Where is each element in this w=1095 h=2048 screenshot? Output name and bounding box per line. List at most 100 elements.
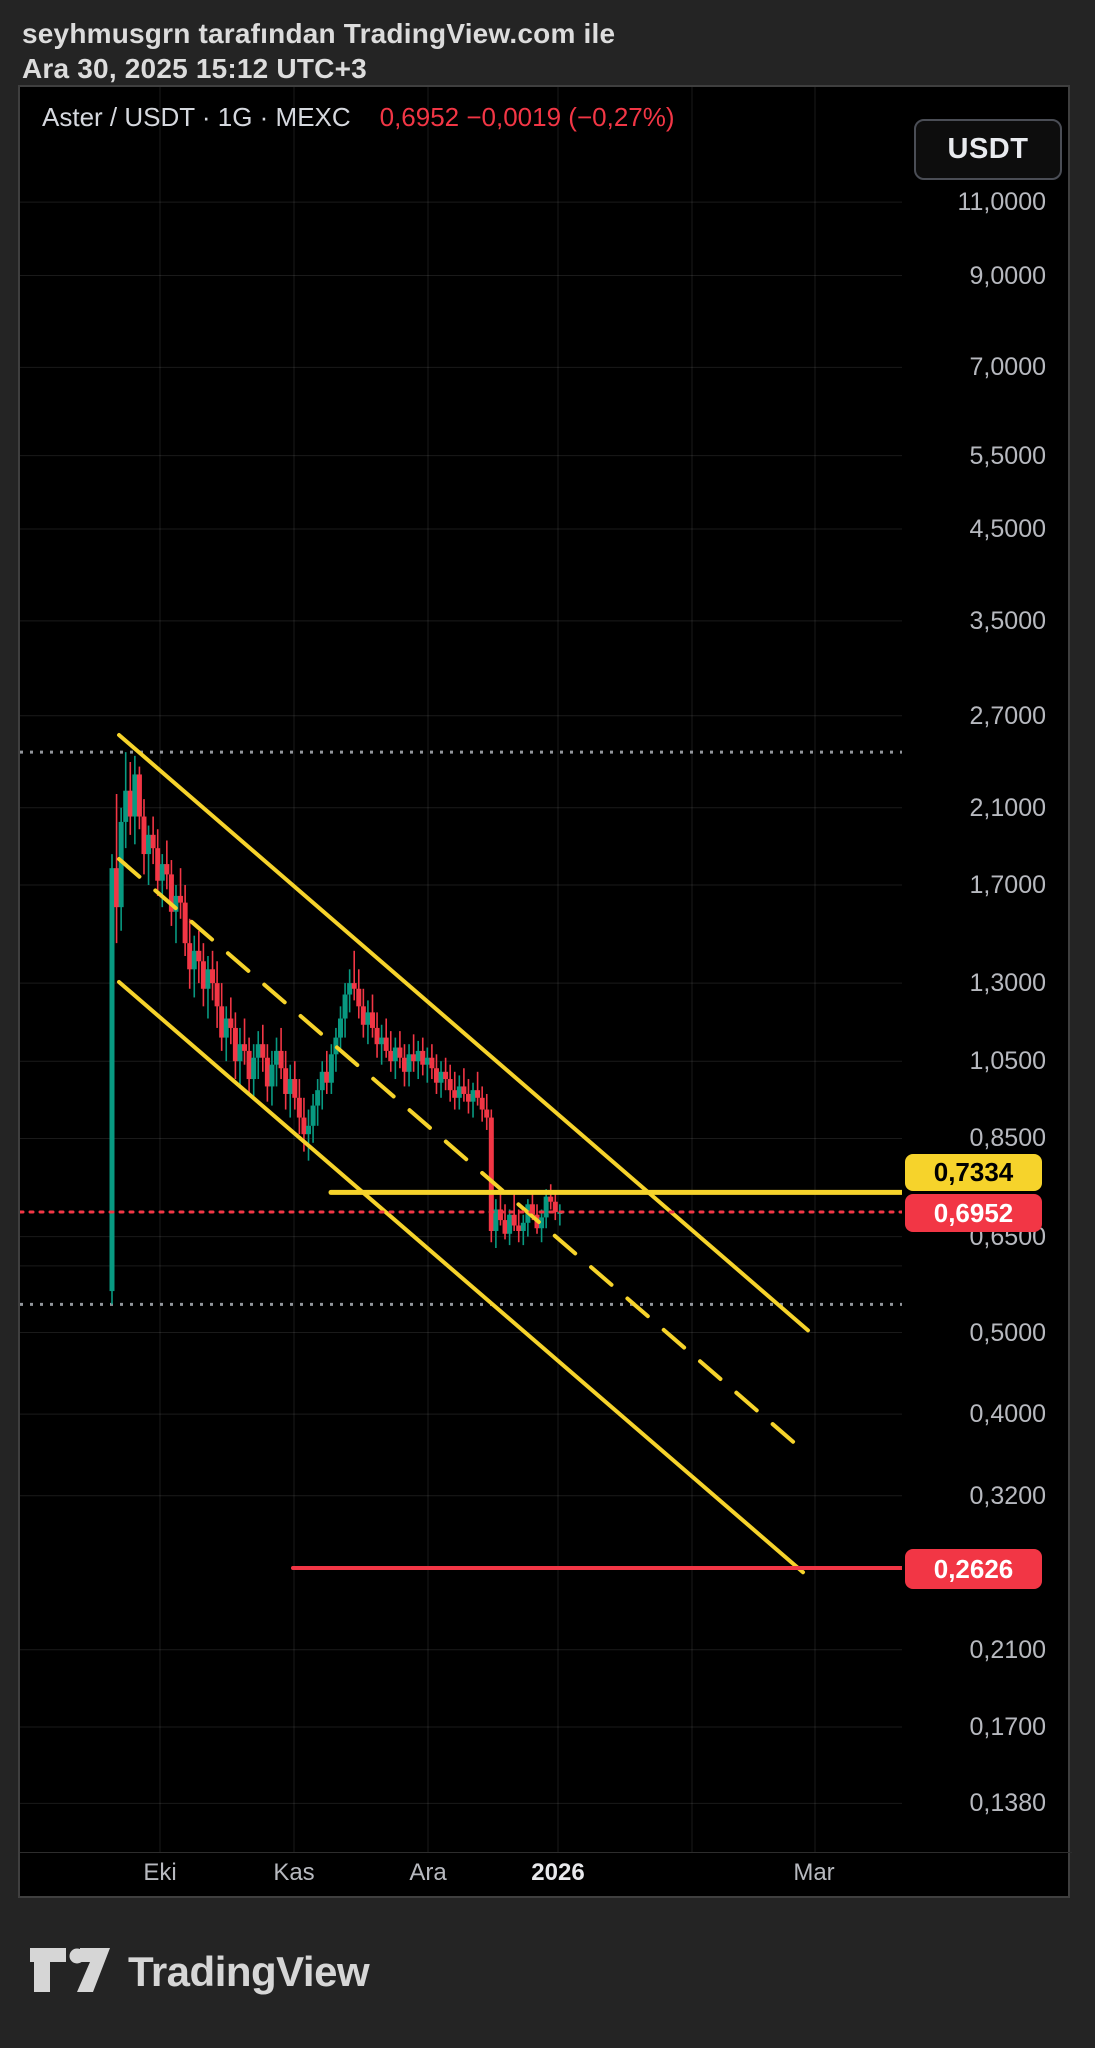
candle-body [324, 1071, 330, 1083]
timestamp-line: Ara 30, 2025 15:12 UTC+3 [22, 53, 367, 84]
candle-body [260, 1044, 266, 1058]
candle-body [118, 821, 124, 908]
price-tick-label: 0,1700 [969, 1713, 1046, 1742]
candle-body [187, 943, 193, 970]
price-tick-label: 9,0000 [969, 261, 1046, 290]
price-tick-label: 0,1380 [969, 1789, 1046, 1818]
candle-body [383, 1037, 389, 1051]
candle-body [360, 1006, 366, 1025]
candle-body [456, 1086, 462, 1098]
candle-body [415, 1050, 421, 1062]
candle-body [338, 1018, 343, 1038]
candle-body [392, 1047, 398, 1062]
time-tick-label: Mar [793, 1859, 835, 1886]
quote-change-text: 0,6952 −0,0019 (−0,27%) [379, 102, 675, 132]
candle-body [497, 1209, 503, 1221]
tradingview-logo[interactable]: TradingView [30, 1948, 370, 1996]
candle-body [219, 1006, 225, 1038]
candle-body [379, 1037, 385, 1045]
candle-body [210, 969, 216, 984]
candle-body [264, 1057, 270, 1087]
candle-body [365, 1012, 371, 1025]
candle-body [178, 895, 184, 903]
candle-body [255, 1044, 261, 1058]
candle-body [159, 864, 165, 881]
chart-canvas[interactable]: Aster / USDT · 1G · MEXC 0,6952 −0,0019 … [18, 85, 1072, 1898]
candle-body [223, 1018, 229, 1038]
time-tick-label: 2026 [531, 1859, 585, 1886]
candle-body [429, 1057, 435, 1069]
price-tick-label: 0,3200 [969, 1481, 1046, 1510]
candle-body [214, 983, 220, 1007]
candle-body [433, 1068, 439, 1083]
support-line-plate: 0,2626 [905, 1549, 1042, 1589]
candle-body [406, 1054, 412, 1072]
price-tick-label: 0,8500 [969, 1124, 1046, 1153]
candle-body [548, 1196, 554, 1202]
currency-toggle-button[interactable]: USDT [914, 119, 1062, 180]
price-tick-label: 0,4000 [969, 1400, 1046, 1429]
candle-body [438, 1071, 444, 1083]
candle-body [369, 1012, 375, 1028]
candle-body [310, 1105, 316, 1126]
candle-body [388, 1050, 394, 1062]
candle-body [452, 1090, 458, 1098]
candle-body [127, 790, 133, 817]
candle-body [543, 1196, 549, 1218]
candle-body [319, 1071, 325, 1091]
candle-body [164, 864, 170, 875]
candle-body [479, 1097, 485, 1110]
candle-body [397, 1047, 403, 1058]
candle-body [232, 1027, 238, 1062]
candle-body [168, 874, 174, 912]
candle-body [237, 1044, 243, 1062]
candle-body [296, 1097, 302, 1118]
candle-body [424, 1057, 430, 1065]
symbol-title-bar[interactable]: Aster / USDT · 1G · MEXC 0,6952 −0,0019 … [42, 102, 675, 133]
price-tick-label: 3,5000 [969, 606, 1046, 635]
attribution-line: seyhmusgrn tarafından TradingView.com il… [22, 18, 616, 49]
candle-body [475, 1090, 481, 1098]
candle-body [461, 1086, 467, 1094]
candle-body [109, 868, 115, 1292]
symbol-title[interactable]: Aster / USDT · 1G · MEXC [42, 102, 351, 132]
candle-body [374, 1027, 380, 1045]
candlestick-plot[interactable] [20, 87, 902, 1852]
channel-lower[interactable] [117, 979, 805, 1575]
candle-body [274, 1050, 280, 1065]
candle-body [401, 1057, 407, 1072]
candle-body [539, 1217, 545, 1229]
candle-body [150, 834, 156, 849]
candle-body [132, 774, 138, 817]
candle-body [123, 790, 129, 822]
time-tick-label: Kas [273, 1859, 315, 1886]
time-axis-separator [20, 1852, 1072, 1853]
candle-body [465, 1093, 471, 1102]
candle-body [447, 1079, 453, 1091]
candle-body [269, 1064, 275, 1087]
resistance-line-plate: 0,7334 [905, 1154, 1042, 1191]
candle-body [136, 774, 142, 817]
price-tick-label: 2,7000 [969, 701, 1046, 730]
candle-body [488, 1117, 494, 1231]
current-price-line-plate: 0,6952 [905, 1194, 1042, 1232]
channel-upper[interactable] [117, 732, 810, 1333]
candle-body [301, 1117, 307, 1135]
candle-body [242, 1044, 248, 1051]
candle-body [356, 988, 362, 1007]
candle-body [502, 1220, 508, 1234]
candle-body [292, 1079, 298, 1098]
candle-body [205, 969, 211, 989]
candle-body [493, 1209, 499, 1231]
channel-middle[interactable] [117, 857, 799, 1448]
candle-body [251, 1057, 257, 1080]
tradingview-logo-mark [30, 1948, 110, 1992]
candle-body [141, 816, 147, 855]
price-tick-label: 1,0500 [969, 1047, 1046, 1076]
candle-body [246, 1050, 252, 1080]
candle-body [328, 1054, 334, 1083]
candle-body [196, 950, 202, 962]
price-tick-label: 4,5000 [969, 514, 1046, 543]
price-tick-label: 2,1000 [969, 793, 1046, 822]
